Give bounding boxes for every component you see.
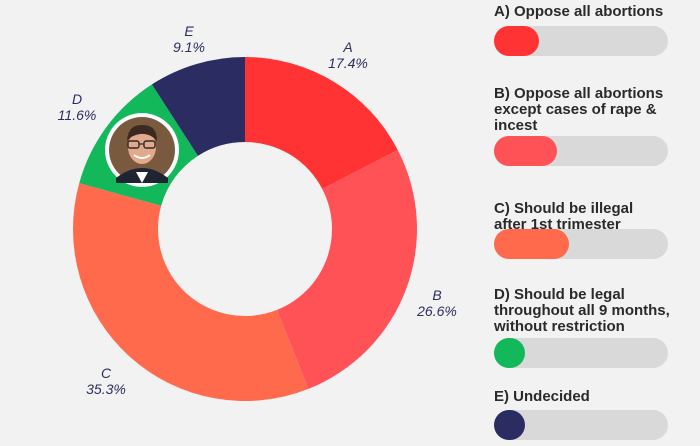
legend-title: C) Should be illegal after 1st trimester bbox=[494, 201, 700, 233]
legend-bar-fill bbox=[494, 26, 540, 56]
slice-percent-c: 35.3% bbox=[86, 381, 126, 397]
slice-b bbox=[277, 149, 417, 389]
slice-key-d: D bbox=[72, 91, 82, 107]
legend-line: throughout all 9 months, bbox=[494, 302, 670, 319]
legend-bar-track bbox=[494, 136, 668, 166]
legend-bar-fill bbox=[494, 136, 557, 166]
slice-a bbox=[245, 57, 398, 190]
legend-title: E) Undecided bbox=[494, 389, 700, 405]
slice-percent-a: 17.4% bbox=[328, 55, 368, 71]
politician-portrait bbox=[105, 113, 179, 187]
legend-line: except cases of rape & bbox=[494, 101, 657, 118]
legend-title: B) Oppose all abortions except cases of r… bbox=[494, 86, 700, 134]
legend-bar-track bbox=[494, 229, 668, 259]
legend-line: incest bbox=[494, 117, 538, 134]
slice-key-c: C bbox=[101, 365, 112, 381]
legend-bar-track bbox=[494, 26, 668, 56]
legend-title: A) Oppose all abortions bbox=[494, 4, 700, 20]
slice-percent-d: 11.6% bbox=[58, 107, 97, 123]
legend-line: D) Should be legal bbox=[494, 286, 625, 303]
legend-line: C) Should be illegal bbox=[494, 200, 634, 217]
legend: A) Oppose all abortions B) Oppose all abo… bbox=[494, 0, 700, 446]
legend-line: A) Oppose all abortions bbox=[494, 3, 664, 20]
slice-percent-e: 9.1% bbox=[173, 39, 205, 55]
slice-key-e: E bbox=[184, 23, 194, 39]
donut-slices bbox=[72, 57, 417, 401]
legend-bar-fill bbox=[494, 410, 526, 440]
slice-percent-b: 26.6% bbox=[416, 303, 457, 319]
legend-bar-track bbox=[494, 410, 668, 440]
slice-key-b: B bbox=[432, 287, 441, 303]
legend-line: after 1st trimester bbox=[494, 216, 621, 233]
legend-line: without restriction bbox=[494, 318, 625, 335]
legend-bar-fill bbox=[494, 229, 569, 259]
legend-bar-fill bbox=[494, 338, 526, 368]
slice-e bbox=[151, 57, 245, 156]
slice-key-a: A bbox=[342, 39, 352, 55]
legend-line: E) Undecided bbox=[494, 388, 590, 405]
slice-c bbox=[72, 183, 309, 401]
slice-labels: A17.4% B26.6% C35.3% D11.6% E9.1% bbox=[58, 23, 457, 397]
legend-title: D) Should be legal throughout all 9 month… bbox=[494, 287, 700, 335]
legend-line: B) Oppose all abortions bbox=[494, 85, 664, 102]
legend-bar-track bbox=[494, 338, 668, 368]
